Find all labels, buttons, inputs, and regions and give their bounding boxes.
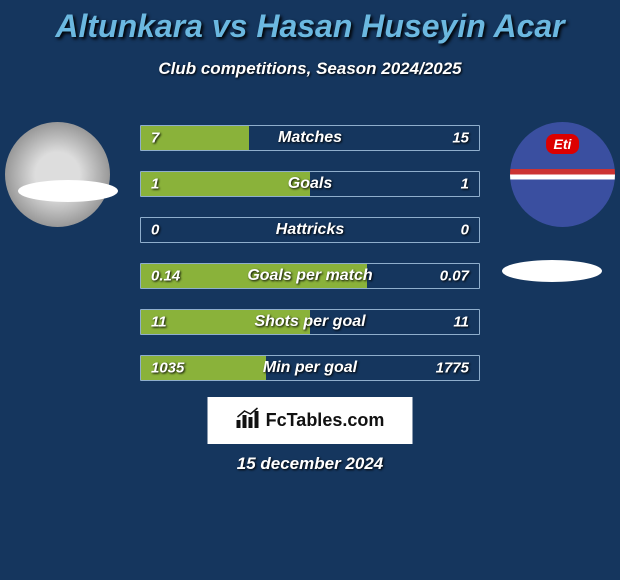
stat-row: 7 Matches 15 (140, 125, 480, 151)
stat-value-right: 11 (453, 314, 469, 331)
branding-text: FcTables.com (266, 410, 385, 431)
stat-label: Goals per match (247, 267, 372, 285)
stat-value-right: 0.07 (440, 268, 469, 285)
stat-label: Min per goal (263, 359, 357, 377)
subtitle: Club competitions, Season 2024/2025 (0, 59, 620, 79)
stat-value-left: 0 (151, 222, 159, 239)
stat-value-right: 15 (452, 130, 469, 147)
chart-icon (236, 407, 260, 434)
date-label: 15 december 2024 (237, 454, 384, 474)
stats-table: 7 Matches 15 1 Goals 1 0 Hattricks 0 0.14 Goals pe… (140, 125, 480, 401)
stat-value-right: 1775 (436, 360, 469, 377)
player-left-shadow (18, 180, 118, 202)
stat-value-left: 0.14 (151, 268, 180, 285)
stat-value-left: 1035 (151, 360, 184, 377)
stat-row: 1035 Min per goal 1775 (140, 355, 480, 381)
player-right-avatar (510, 122, 615, 227)
player-right-shadow (502, 260, 602, 282)
stat-value-right: 1 (461, 176, 469, 193)
stat-label: Goals (288, 175, 332, 193)
stat-row: 1 Goals 1 (140, 171, 480, 197)
stat-value-left: 7 (151, 130, 159, 147)
branding-badge: FcTables.com (208, 397, 413, 444)
stat-value-left: 11 (151, 314, 167, 331)
stat-label: Hattricks (276, 221, 344, 239)
stat-row: 0.14 Goals per match 0.07 (140, 263, 480, 289)
stat-label: Matches (278, 129, 342, 147)
stat-value-right: 0 (461, 222, 469, 239)
stat-label: Shots per goal (254, 313, 365, 331)
stat-row: 0 Hattricks 0 (140, 217, 480, 243)
player-left-avatar (5, 122, 110, 227)
stat-row: 11 Shots per goal 11 (140, 309, 480, 335)
page-title: Altunkara vs Hasan Huseyin Acar (0, 0, 620, 45)
stat-fill-left (141, 172, 310, 196)
stat-value-left: 1 (151, 176, 159, 193)
